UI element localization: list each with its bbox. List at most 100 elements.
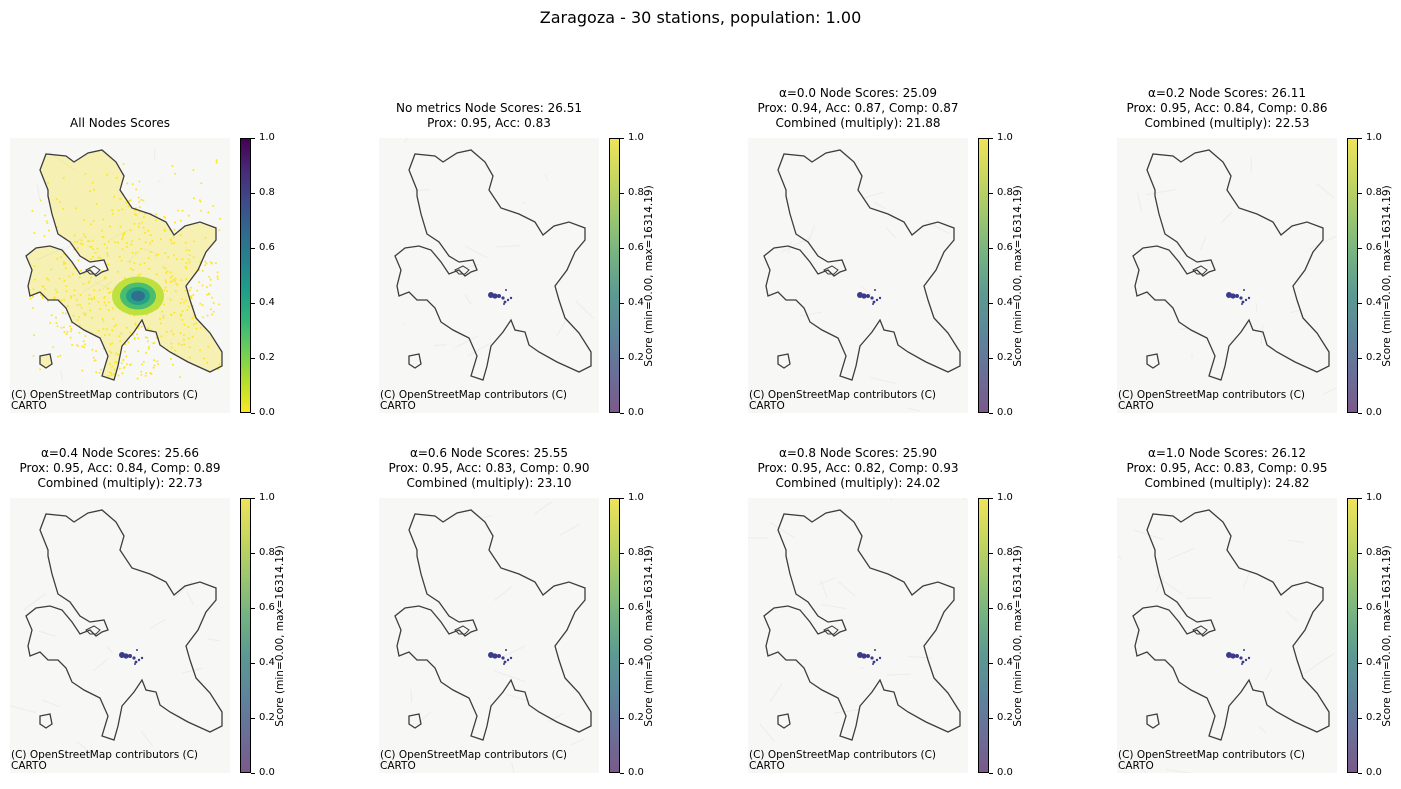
node-point <box>162 266 165 269</box>
node-point <box>55 198 58 200</box>
node-point <box>111 212 114 215</box>
node-point <box>193 323 195 326</box>
basemap-street <box>906 407 920 412</box>
node-density-area <box>26 150 222 380</box>
node-point <box>62 176 65 179</box>
node-point <box>205 262 208 265</box>
basemap-street <box>92 658 109 672</box>
node-point <box>173 228 176 231</box>
colorbar-tick-label: 1.0 <box>259 132 275 143</box>
node-point <box>155 254 158 257</box>
colorbar-tick-label: 1.0 <box>628 492 644 503</box>
node-point <box>121 248 124 251</box>
node-point <box>185 278 188 280</box>
basemap-street <box>181 667 204 674</box>
colorbar-tick-label: 0.4 <box>628 297 644 308</box>
node-point <box>186 309 189 311</box>
node-point <box>183 323 186 326</box>
basemap-street <box>764 401 781 410</box>
basemap-street <box>1255 302 1258 312</box>
colorbar-tick-label: 0.6 <box>628 242 644 253</box>
city-boundary <box>394 149 592 381</box>
city-boundary <box>763 509 961 741</box>
node-point <box>174 290 177 293</box>
node-point <box>110 351 113 354</box>
boundary-detail <box>1192 625 1208 635</box>
node-point <box>86 240 89 243</box>
node-point <box>104 304 107 307</box>
node-point <box>145 372 147 375</box>
colorbar-tick-label: 0.6 <box>1366 602 1382 613</box>
node-point <box>217 368 220 371</box>
node-point <box>33 334 36 337</box>
station-point <box>503 660 507 664</box>
node-point <box>65 290 68 293</box>
node-point <box>81 369 84 372</box>
colorbar-label-text: Score (min=0.00, max=16314.19) <box>1381 184 1393 367</box>
node-point <box>199 302 202 305</box>
node-point <box>150 373 153 375</box>
node-point <box>134 251 137 254</box>
node-point <box>125 201 128 204</box>
basemap-street <box>570 738 585 746</box>
node-point <box>109 343 112 346</box>
node-point <box>89 223 92 226</box>
basemap-street <box>769 683 783 702</box>
map-drawing <box>394 138 594 381</box>
node-point <box>154 219 157 222</box>
node-point <box>166 270 169 273</box>
node-point <box>138 222 141 225</box>
station-point <box>872 303 874 305</box>
node-point <box>155 273 158 276</box>
node-point <box>64 267 67 270</box>
node-point <box>181 258 184 261</box>
colorbar-label: Score (min=0.00, max=16314.19) <box>1379 498 1395 773</box>
station-point <box>503 300 507 304</box>
node-point <box>82 340 85 343</box>
boundary-detail <box>85 625 101 635</box>
basemap-street <box>43 398 48 410</box>
node-point <box>56 325 59 328</box>
node-point <box>107 240 110 243</box>
node-point <box>66 305 69 307</box>
node-point <box>106 254 109 257</box>
basemap-street <box>10 705 36 714</box>
node-point <box>214 262 217 265</box>
node-point <box>111 307 114 310</box>
node-point <box>187 305 190 308</box>
node-point <box>174 349 177 352</box>
colorbar <box>1347 498 1358 773</box>
node-point <box>89 190 92 193</box>
basemap-street <box>799 311 822 317</box>
node-point <box>199 200 202 203</box>
node-point <box>171 242 174 245</box>
node-point <box>102 327 105 330</box>
station-point <box>1241 663 1243 665</box>
node-point <box>47 278 50 281</box>
colorbar-tick-label: 0.8 <box>628 547 644 558</box>
colorbar-label-text: Score (min=0.00, max=16314.19) <box>1381 544 1393 727</box>
node-point <box>119 225 122 228</box>
basemap-street <box>482 515 493 519</box>
colorbar-tick-label: 1.0 <box>628 132 644 143</box>
map-drawing <box>748 498 966 742</box>
basemap-street <box>759 723 775 742</box>
station-point <box>492 653 498 659</box>
colorbar-tick-label: 0.2 <box>628 352 644 363</box>
map-drawing <box>1117 149 1337 395</box>
colorbar-tick-label: 0.6 <box>628 602 644 613</box>
node-point <box>33 265 36 268</box>
node-point <box>120 362 123 365</box>
node-point <box>188 254 191 257</box>
basemap-street <box>885 226 896 239</box>
basemap-street <box>924 219 950 235</box>
panel-title: All Nodes Scores <box>70 116 170 130</box>
basemap-street <box>834 709 860 714</box>
node-point <box>53 296 56 299</box>
colorbar-tick-label: 1.0 <box>1366 132 1382 143</box>
node-point <box>192 240 195 243</box>
basemap-street <box>36 183 41 200</box>
node-point <box>125 355 128 358</box>
colorbar <box>609 138 620 413</box>
basemap-street <box>417 711 432 725</box>
